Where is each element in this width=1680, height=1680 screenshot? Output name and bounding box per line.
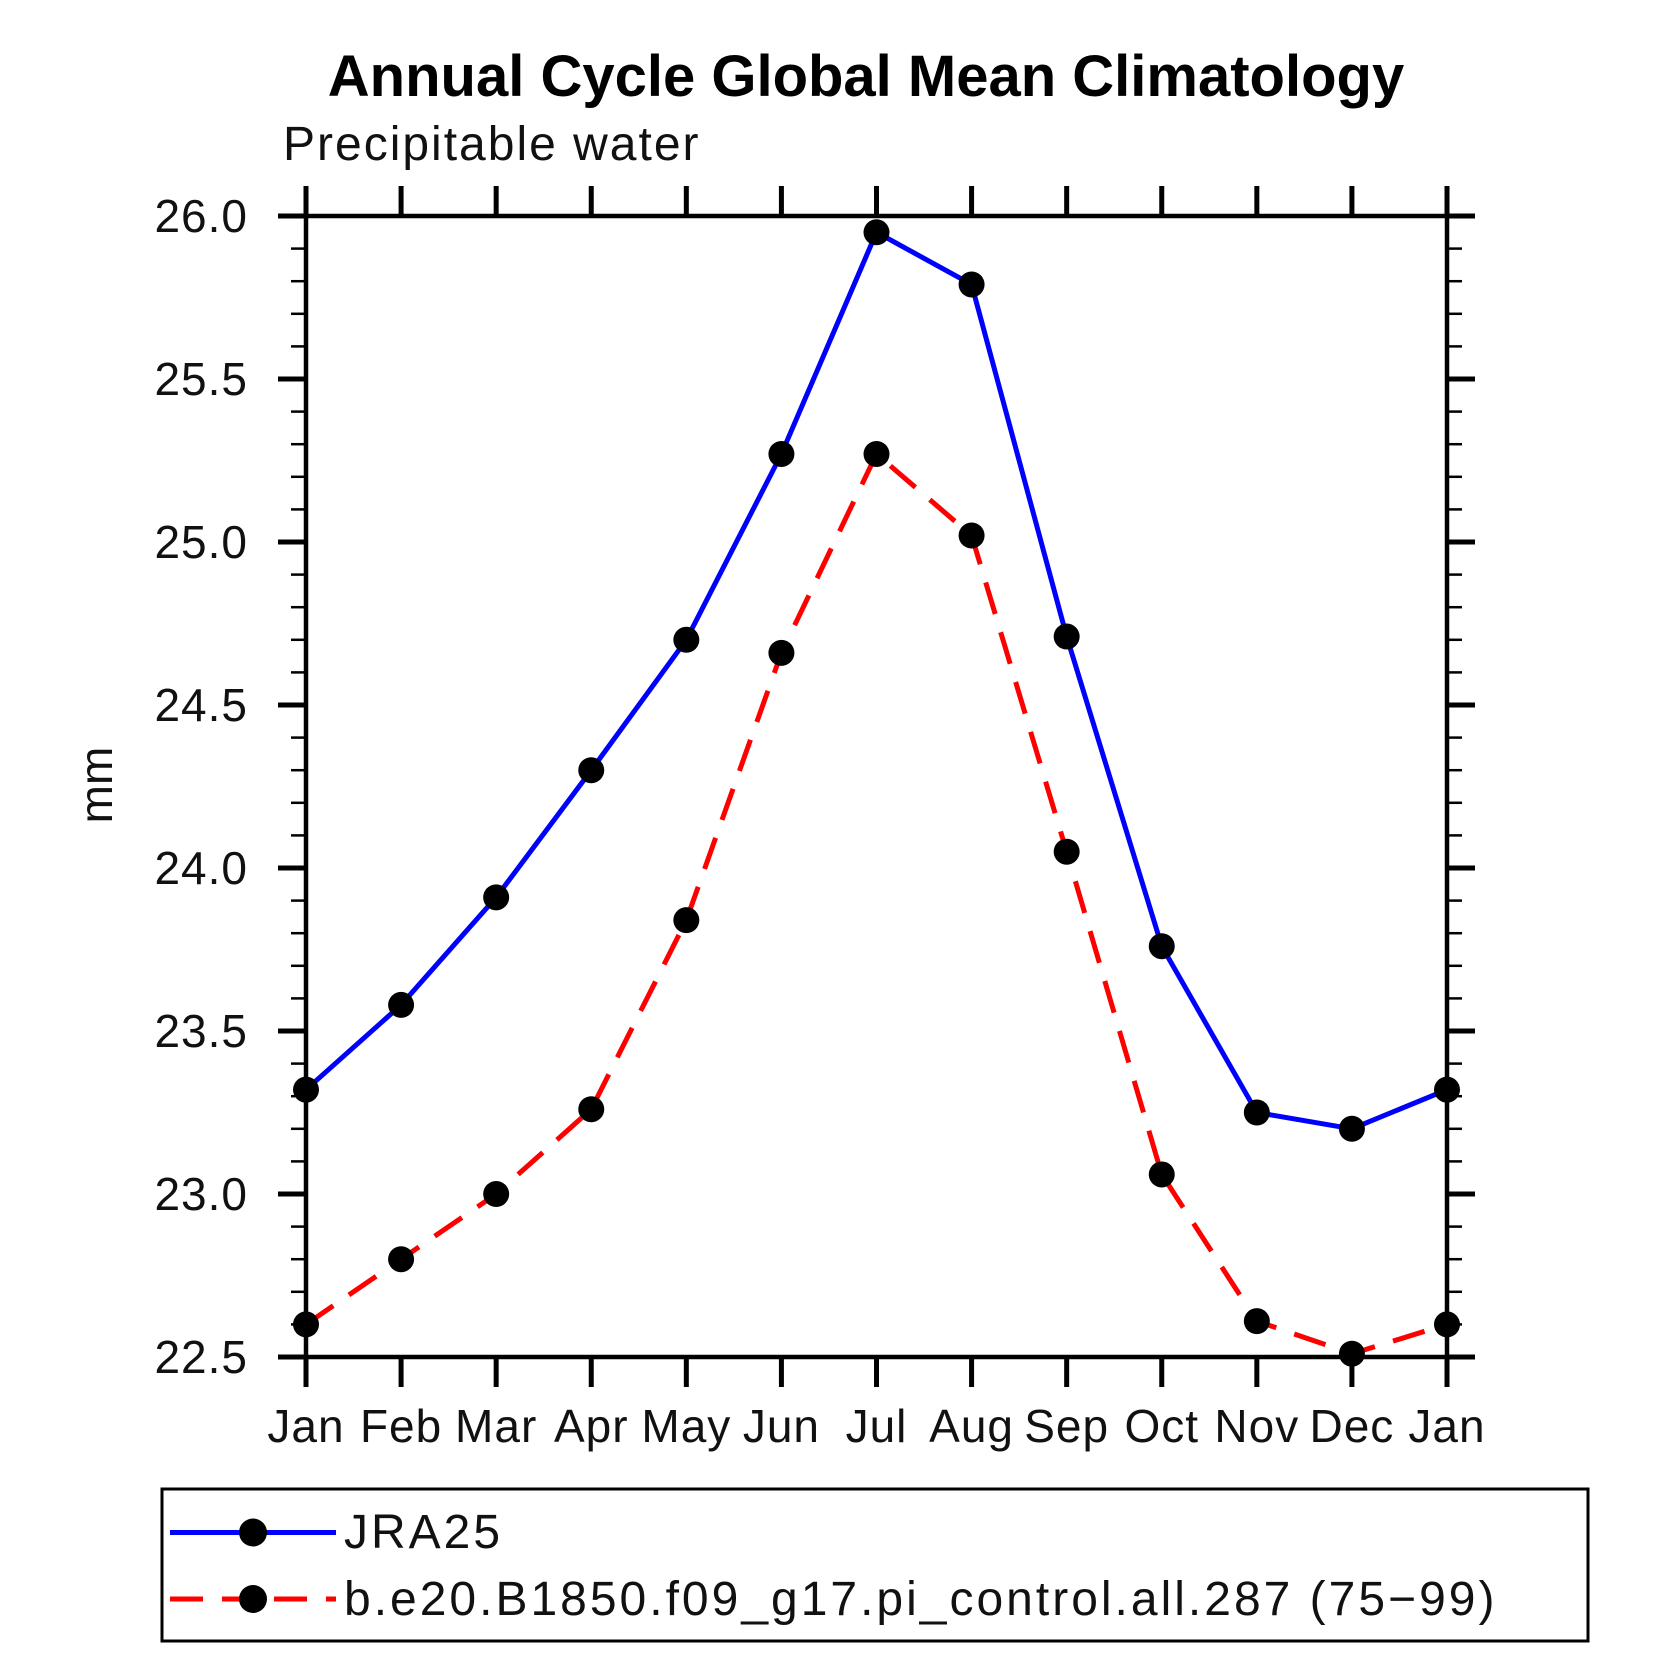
x-tick-label: Jan — [1408, 1400, 1485, 1452]
series-marker-1 — [483, 1181, 510, 1207]
axes: Jan Feb Mar Apr May Jun Jul Aug Sep Oct Nov Dec Jan2… — [154, 186, 1485, 1452]
legend-label-jra25: JRA25 — [344, 1506, 503, 1559]
series-marker-1 — [1148, 1161, 1175, 1188]
series-marker-0 — [293, 1076, 319, 1103]
series-marker-1 — [578, 1096, 605, 1123]
series-marker-0 — [673, 626, 700, 653]
x-tick-label: Feb — [360, 1400, 442, 1452]
x-tick-label: Aug — [929, 1400, 1014, 1452]
y-tick-label: 26.0 — [154, 190, 248, 242]
x-tick-label: Dec — [1310, 1400, 1395, 1452]
series-line-1 — [304, 449, 1448, 1357]
series-marker-0 — [1434, 1076, 1460, 1103]
series-marker-0 — [483, 884, 510, 911]
y-tick-label: 22.5 — [154, 1331, 248, 1383]
plot-box — [303, 213, 1450, 1360]
series-marker-1 — [293, 1311, 319, 1338]
chart-title: Annual Cycle Global Mean Climatology — [328, 44, 1404, 109]
y-axis-label: mm — [70, 747, 122, 824]
y-tick-label: 23.0 — [154, 1168, 248, 1220]
legend-sample-marker-0 — [239, 1518, 267, 1547]
series-marker-0 — [958, 271, 985, 298]
legend-label-model: b.e20.B1850.f09_g17.pi_control.all.287 (… — [344, 1573, 1497, 1626]
series-marker-0 — [1148, 933, 1175, 960]
y-tick-label: 24.0 — [154, 842, 248, 894]
x-tick-label: Nov — [1214, 1400, 1299, 1452]
legend-box — [160, 1487, 1590, 1643]
series-marker-1 — [673, 907, 700, 934]
series-marker-1 — [863, 440, 890, 467]
series-marker-0 — [578, 757, 605, 784]
series-marker-0 — [388, 991, 415, 1018]
data-series — [293, 219, 1460, 1367]
series-marker-0 — [863, 219, 890, 246]
legend-sample-marker-1 — [239, 1585, 267, 1613]
series-marker-0 — [1053, 623, 1080, 650]
series-marker-1 — [1053, 838, 1080, 865]
x-tick-label: Mar — [455, 1400, 537, 1452]
series-line-0 — [304, 228, 1448, 1132]
series-marker-1 — [768, 639, 795, 666]
y-tick-label: 25.5 — [154, 353, 248, 405]
series-marker-0 — [1338, 1115, 1365, 1142]
series-marker-0 — [768, 440, 795, 467]
x-tick-label: Sep — [1024, 1400, 1109, 1452]
series-marker-0 — [1243, 1099, 1270, 1126]
series-marker-1 — [1434, 1311, 1460, 1338]
x-tick-label: Jan — [267, 1400, 344, 1452]
x-tick-label: Jul — [846, 1400, 908, 1452]
series-marker-1 — [958, 522, 985, 549]
y-tick-label: 23.5 — [154, 1005, 248, 1057]
y-tick-label: 24.5 — [154, 679, 248, 731]
x-tick-label: May — [641, 1400, 731, 1452]
legend: JRA25 b.e20.B1850.f09_g17.pi_control.all… — [160, 1487, 1590, 1643]
x-tick-label: Jun — [743, 1400, 820, 1452]
x-tick-label: Oct — [1124, 1400, 1199, 1452]
y-tick-label: 25.0 — [154, 516, 248, 568]
series-marker-1 — [1338, 1340, 1365, 1367]
series-marker-1 — [388, 1246, 415, 1273]
series-marker-1 — [1243, 1308, 1270, 1335]
x-tick-label: Apr — [554, 1400, 629, 1452]
chart-subtitle: Precipitable water — [283, 118, 701, 171]
